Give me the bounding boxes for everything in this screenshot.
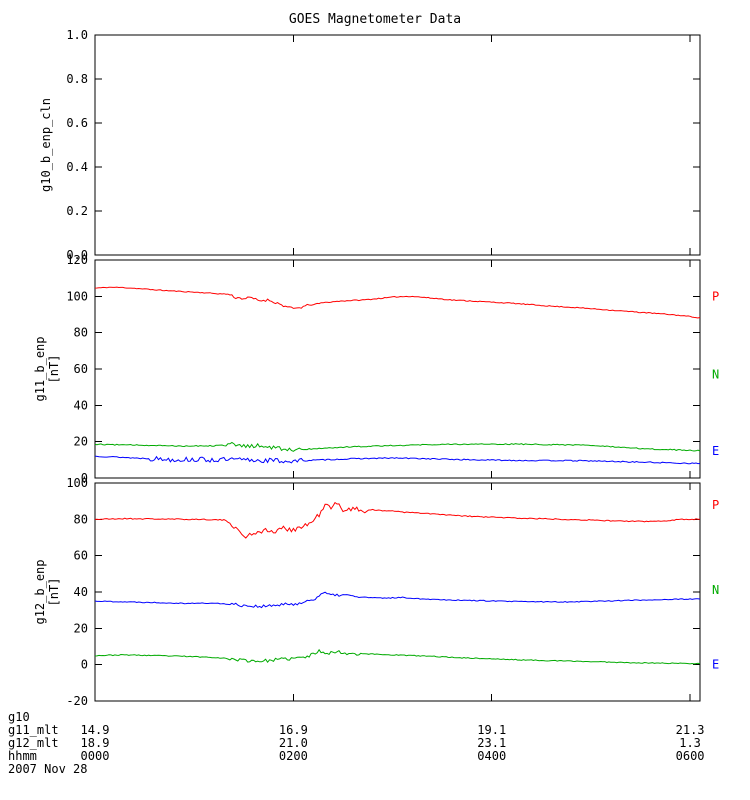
footer-value: 19.1 <box>477 723 507 737</box>
y-tick-label: 40 <box>74 398 88 412</box>
y-tick-label: 1.0 <box>66 28 88 42</box>
y-tick-label: 60 <box>74 549 88 563</box>
y-tick-label: -20 <box>66 694 88 708</box>
series-label-P: P <box>712 289 719 303</box>
y-tick-label: 40 <box>74 585 88 599</box>
y-axis-label-g11_b_enp: [nT] <box>47 355 61 384</box>
footer-value: 1.3 <box>679 736 701 750</box>
footer-value: 0400 <box>477 749 507 763</box>
footer-row-name-g12_mlt: g12_mlt <box>8 736 59 750</box>
series-label-E: E <box>712 444 719 458</box>
y-tick-label: 60 <box>74 362 88 376</box>
g11_b_enp-series-N <box>94 441 701 452</box>
series-label-E: E <box>712 658 719 672</box>
footer-row-name-g10: g10 <box>8 710 30 724</box>
y-tick-label: 0.8 <box>66 72 88 86</box>
series-label-N: N <box>712 367 719 381</box>
y-tick-label: 0.2 <box>66 204 88 218</box>
y-tick-label: 80 <box>74 326 88 340</box>
footer-row-name-g11_mlt: g11_mlt <box>8 723 59 737</box>
y-tick-label: 20 <box>74 435 88 449</box>
g12_b_enp-series-N <box>94 648 701 665</box>
g12_b_enp-series-P <box>94 501 701 539</box>
y-tick-label: 100 <box>66 289 88 303</box>
footer-value: 21.3 <box>675 723 705 737</box>
y-tick-label: 0 <box>81 658 88 672</box>
panel-frame-g12_b_enp <box>94 482 701 702</box>
y-tick-label: 0.6 <box>66 116 88 130</box>
y-axis-label-g12_b_enp: g12_b_enp <box>33 559 47 624</box>
footer-value: 14.9 <box>80 723 110 737</box>
panel-frame-g10_b_enp_cln <box>94 34 701 256</box>
g11_b_enp-series-P <box>94 286 701 319</box>
g12_b_enp-series-E <box>94 591 701 609</box>
y-tick-label: 100 <box>66 476 88 490</box>
y-axis-label-g12_b_enp: [nT] <box>47 578 61 607</box>
y-tick-label: 20 <box>74 621 88 635</box>
footer-value: 0000 <box>80 749 110 763</box>
chart-title: GOES Magnetometer Data <box>288 12 462 27</box>
y-tick-label: 0.0 <box>66 248 88 262</box>
footer-value: 21.0 <box>278 736 308 750</box>
footer-date: 2007 Nov 28 <box>8 762 88 776</box>
y-tick-label: 0.4 <box>66 160 88 174</box>
y-tick-label: 120 <box>66 253 88 267</box>
footer-value: 23.1 <box>477 736 507 750</box>
y-axis-label-g11_b_enp: g11_b_enp <box>33 336 47 401</box>
g11_b_enp-series-E <box>94 455 701 465</box>
footer-row-name-hhmm: hhmm <box>8 749 37 763</box>
y-tick-label: 80 <box>74 512 88 526</box>
y-axis-label-g10_b_enp_cln: g10_b_enp_cln <box>39 98 53 192</box>
y-tick-label: 0 <box>81 471 88 485</box>
footer-value: 0600 <box>675 749 705 763</box>
footer-value: 18.9 <box>80 736 110 750</box>
footer-value: 16.9 <box>278 723 308 737</box>
series-label-P: P <box>712 498 719 512</box>
footer-value: 0200 <box>278 749 308 763</box>
series-label-N: N <box>712 583 719 597</box>
